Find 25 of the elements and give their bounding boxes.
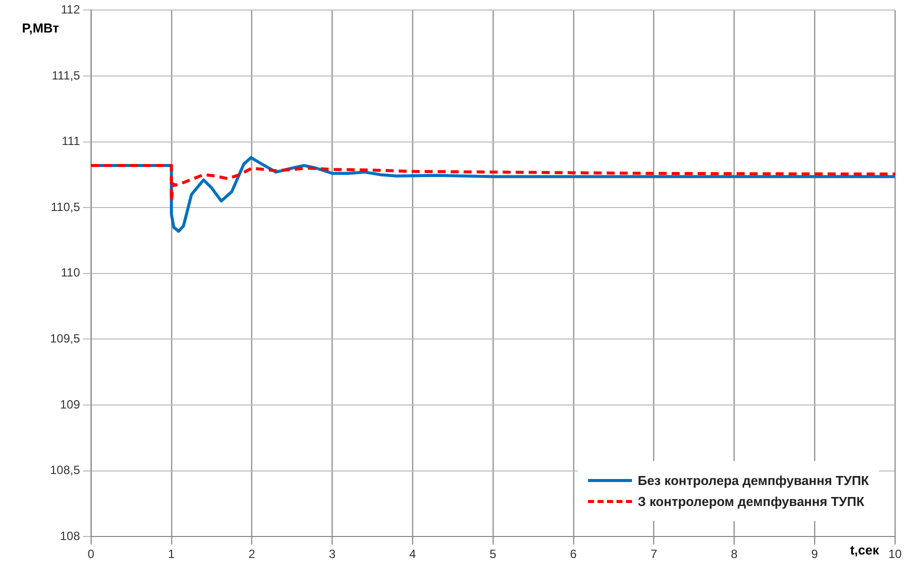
x-tick-label: 6: [570, 547, 578, 562]
x-tick-label: 5: [490, 547, 497, 562]
legend-label: З контролером демпфування ТУПК: [638, 494, 864, 509]
x-tick-label: 4: [409, 547, 416, 562]
legend-label: Без контролера демпфування ТУПК: [638, 472, 869, 488]
x-axis-title: t,сек: [850, 542, 880, 558]
x-tick-label: 2: [248, 547, 256, 562]
y-tick-label: 108,5: [50, 463, 80, 478]
x-tick-label: 7: [650, 547, 658, 562]
x-tick-label: 0: [88, 547, 95, 562]
y-tick-label: 111: [62, 134, 80, 148]
x-tick-label: 10: [888, 547, 902, 562]
y-tick-label: 110,5: [50, 200, 80, 214]
y-axis-title: P,МВт: [22, 20, 60, 36]
line-series: [91, 164, 895, 203]
x-tick-label: 1: [168, 547, 176, 562]
y-tick-label: 112: [60, 2, 80, 17]
x-tick-label: 9: [811, 547, 818, 562]
y-tick-label: 109: [60, 397, 80, 412]
y-tick-label: 110: [60, 266, 80, 280]
x-tick-label: 8: [730, 547, 738, 562]
y-tick-label: 108: [60, 528, 80, 543]
x-tick-label: 3: [328, 547, 336, 562]
y-tick-label: 109,5: [50, 332, 80, 346]
y-tick-label: 111,5: [52, 68, 80, 82]
